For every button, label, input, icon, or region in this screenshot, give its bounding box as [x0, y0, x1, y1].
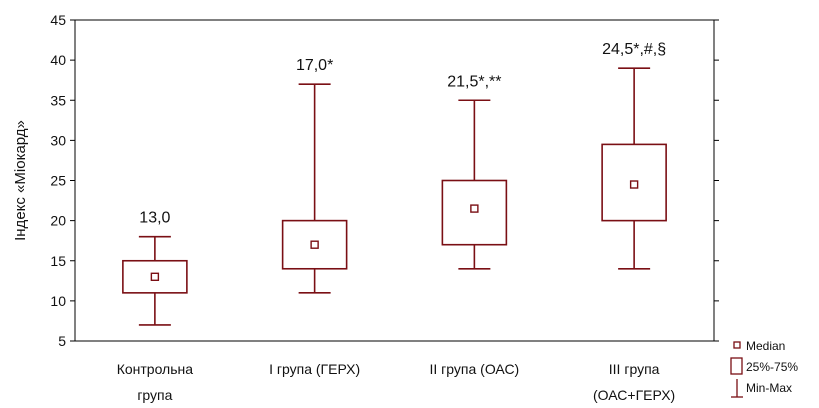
box-group: 24,5*,#,§: [601, 41, 667, 270]
x-axis-labels: Контрольна група І група (ГЕРХ) ІІ група (О…: [117, 361, 676, 403]
y-tick-label: 25: [50, 173, 66, 189]
category-label-line: І група (ГЕРХ): [269, 361, 360, 377]
value-annotation: 17,0*: [296, 57, 333, 74]
legend: Median 25%-75% Min-Max: [730, 339, 798, 398]
category-label: ІІІ група (ОАС+ГЕРХ): [593, 361, 675, 403]
category-label-line: ІІ група (ОАС): [430, 361, 520, 377]
category-label-line: ІІІ група: [609, 361, 660, 377]
category-label: ІІ група (ОАС): [430, 361, 520, 377]
category-label-line: (ОАС+ГЕРХ): [593, 387, 675, 403]
y-tick-label: 20: [50, 213, 66, 229]
box-group: 13,0: [122, 210, 188, 326]
median-marker: [470, 204, 479, 213]
boxes: 13,0 17,0* 21,5*,** 24,5*,#,§: [122, 41, 667, 326]
legend-box-swatch: [730, 357, 743, 375]
category-label: І група (ГЕРХ): [269, 361, 360, 377]
y-tick-label: 35: [50, 92, 66, 108]
median-marker: [629, 180, 639, 189]
category-label: Контрольна група: [117, 361, 194, 403]
y-tick-label: 30: [50, 132, 66, 148]
y-axis: 5 10 15 20 25 30 35 40 45 Індекс «Міокард»: [12, 12, 719, 349]
value-annotation: 24,5*,#,§: [602, 41, 666, 58]
y-tick-label: 5: [58, 333, 66, 349]
category-label-line: група: [137, 387, 172, 403]
value-annotation: 13,0: [139, 210, 170, 227]
legend-median-label: Median: [746, 339, 785, 353]
y-tick-label: 15: [50, 253, 66, 269]
y-tick-label: 40: [50, 52, 66, 68]
y-tick-label: 45: [50, 12, 66, 28]
median-marker: [150, 272, 160, 281]
y-axis-title: Індекс «Міокард»: [12, 120, 29, 241]
legend-minmax-label: Min-Max: [746, 381, 792, 395]
box-group: 17,0*: [281, 57, 348, 294]
median-marker: [310, 240, 319, 249]
value-annotation: 21,5*,**: [447, 73, 501, 90]
legend-median-swatch: [733, 341, 741, 349]
legend-box-label: 25%-75%: [746, 360, 798, 374]
y-tick-label: 10: [50, 293, 66, 309]
box-group: 21,5*,**: [441, 73, 508, 270]
category-label-line: Контрольна: [117, 361, 194, 377]
